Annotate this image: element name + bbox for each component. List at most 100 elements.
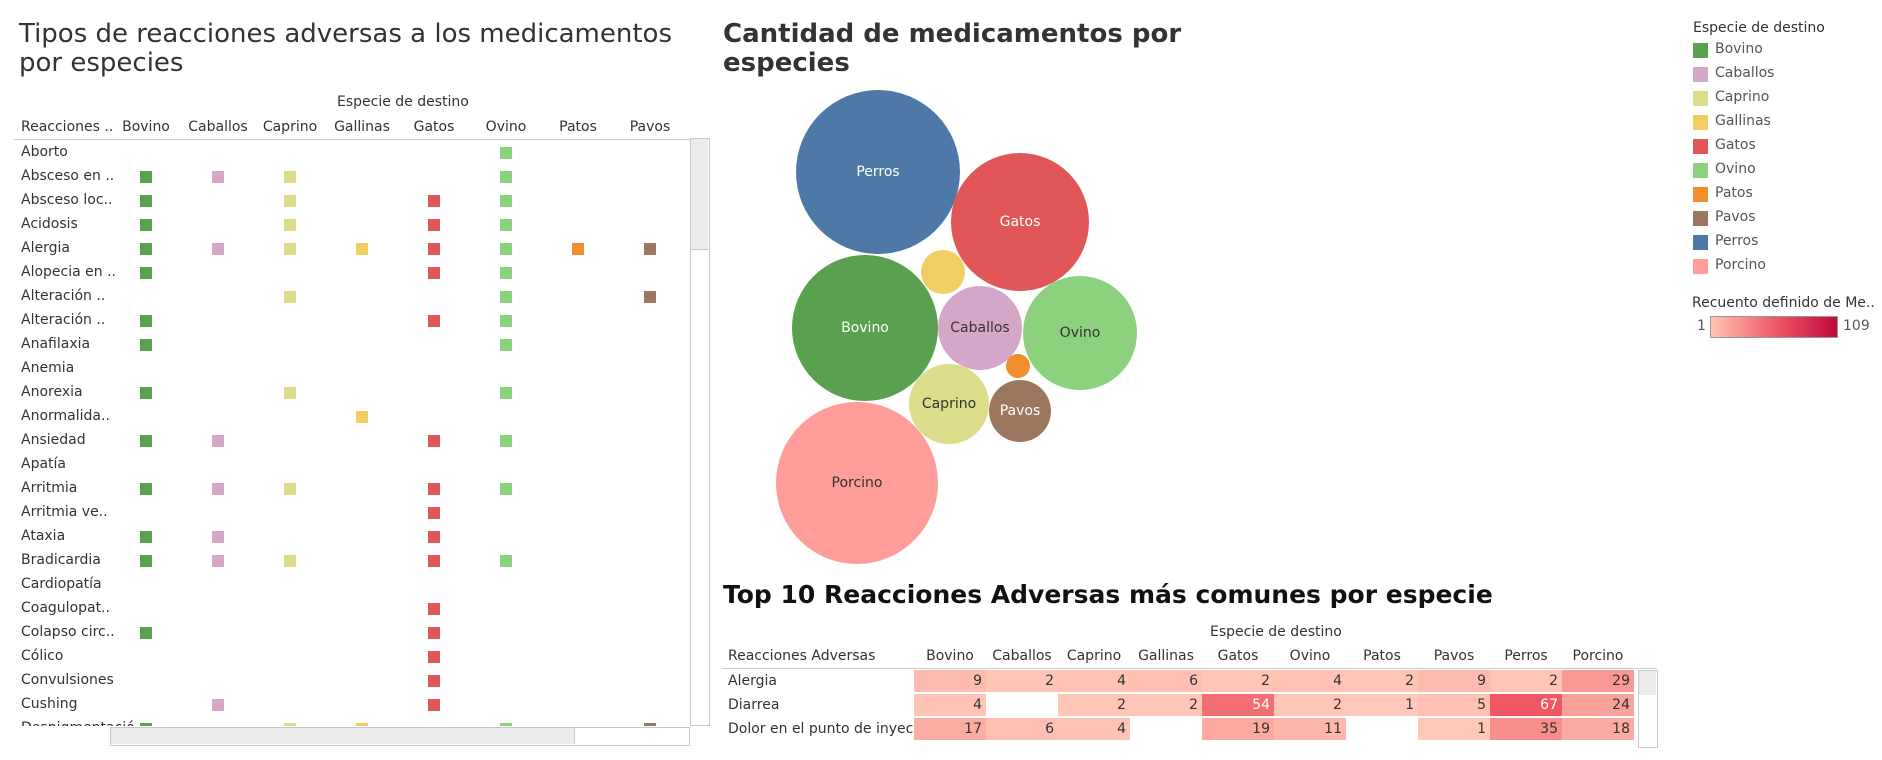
top10-vertical-scroll-thumb[interactable] bbox=[1639, 671, 1656, 695]
left-column-header[interactable]: Pavos bbox=[629, 119, 671, 135]
left-column-header[interactable]: Gallinas bbox=[334, 119, 390, 135]
bubble-ovino[interactable]: Ovino bbox=[1023, 276, 1137, 390]
bubble-porcino[interactable]: Porcino bbox=[776, 402, 938, 564]
top10-cell[interactable]: 9 bbox=[914, 670, 986, 692]
mark-ovino[interactable] bbox=[500, 387, 512, 399]
left-horizontal-scroll-thumb[interactable] bbox=[111, 728, 575, 744]
mark-gatos[interactable] bbox=[428, 243, 440, 255]
mark-bovino[interactable] bbox=[140, 435, 152, 447]
left-column-header[interactable]: Caprino bbox=[262, 119, 318, 135]
mark-caprino[interactable] bbox=[284, 483, 296, 495]
left-row-label[interactable]: Convulsiones bbox=[21, 672, 114, 688]
top10-cell[interactable] bbox=[986, 694, 1058, 716]
top10-cell[interactable]: 2 bbox=[1274, 694, 1346, 716]
top10-cell[interactable]: 17 bbox=[914, 718, 986, 740]
mark-gallinas[interactable] bbox=[356, 723, 368, 726]
top10-cell[interactable]: 19 bbox=[1202, 718, 1274, 740]
mark-ovino[interactable] bbox=[500, 195, 512, 207]
left-row-label[interactable]: Ansiedad bbox=[21, 432, 86, 448]
mark-ovino[interactable] bbox=[500, 171, 512, 183]
top10-row-label[interactable]: Diarrea bbox=[728, 697, 780, 713]
mark-ovino[interactable] bbox=[500, 723, 512, 726]
mark-gatos[interactable] bbox=[428, 627, 440, 639]
left-row-label[interactable]: Arritmia bbox=[21, 480, 78, 496]
left-grid[interactable]: Aborto Absceso en .. Absceso loc.. Acidosis… bbox=[14, 144, 690, 726]
bubble-caprino[interactable]: Caprino bbox=[909, 364, 989, 444]
left-row-label[interactable]: Anafilaxia bbox=[21, 336, 91, 352]
mark-ovino[interactable] bbox=[500, 243, 512, 255]
left-row-label[interactable]: Acidosis bbox=[21, 216, 78, 232]
mark-bovino[interactable] bbox=[140, 723, 152, 726]
mark-pavos[interactable] bbox=[644, 243, 656, 255]
mark-bovino[interactable] bbox=[140, 171, 152, 183]
mark-caprino[interactable] bbox=[284, 243, 296, 255]
left-column-header[interactable]: Bovino bbox=[122, 119, 170, 135]
top10-column-header[interactable]: Bovino bbox=[926, 648, 974, 664]
mark-gatos[interactable] bbox=[428, 603, 440, 615]
left-vertical-scroll-thumb[interactable] bbox=[691, 139, 708, 250]
top10-column-header[interactable]: Ovino bbox=[1289, 648, 1331, 664]
mark-gallinas[interactable] bbox=[356, 243, 368, 255]
mark-caprino[interactable] bbox=[284, 195, 296, 207]
mark-gatos[interactable] bbox=[428, 315, 440, 327]
top10-cell[interactable]: 54 bbox=[1202, 694, 1274, 716]
bubble-bovino[interactable]: Bovino bbox=[792, 255, 938, 401]
left-row-label[interactable]: Arritmia ve.. bbox=[21, 504, 108, 520]
top10-column-header[interactable]: Patos bbox=[1363, 648, 1401, 664]
mark-gatos[interactable] bbox=[428, 651, 440, 663]
left-row-label[interactable]: Coagulopat.. bbox=[21, 600, 110, 616]
left-row-label[interactable]: Alteración .. bbox=[21, 288, 106, 304]
mark-bovino[interactable] bbox=[140, 483, 152, 495]
mark-ovino[interactable] bbox=[500, 315, 512, 327]
mark-caprino[interactable] bbox=[284, 291, 296, 303]
left-row-label[interactable]: Alteración .. bbox=[21, 312, 106, 328]
left-row-header[interactable]: Reacciones .. bbox=[21, 119, 114, 135]
mark-ovino[interactable] bbox=[500, 435, 512, 447]
top10-cell[interactable]: 1 bbox=[1418, 718, 1490, 740]
mark-bovino[interactable] bbox=[140, 555, 152, 567]
mark-gatos[interactable] bbox=[428, 267, 440, 279]
left-row-label[interactable]: Anorexia bbox=[21, 384, 83, 400]
mark-gatos[interactable] bbox=[428, 507, 440, 519]
left-vertical-scrollbar[interactable] bbox=[690, 138, 710, 726]
top10-cell[interactable]: 2 bbox=[986, 670, 1058, 692]
left-row-label[interactable]: Aborto bbox=[21, 144, 68, 160]
mark-gatos[interactable] bbox=[428, 531, 440, 543]
top10-cell[interactable]: 24 bbox=[1562, 694, 1634, 716]
mark-caballos[interactable] bbox=[212, 435, 224, 447]
left-row-label[interactable]: Alopecia en .. bbox=[21, 264, 116, 280]
left-row-label[interactable]: Anormalida.. bbox=[21, 408, 110, 424]
mark-ovino[interactable] bbox=[500, 219, 512, 231]
top10-cell[interactable]: 2 bbox=[1346, 670, 1418, 692]
mark-caballos[interactable] bbox=[212, 555, 224, 567]
top10-cell[interactable]: 18 bbox=[1562, 718, 1634, 740]
top10-column-header[interactable]: Porcino bbox=[1572, 648, 1624, 664]
left-row-label[interactable]: Despigmentació.. bbox=[21, 720, 143, 726]
mark-bovino[interactable] bbox=[140, 339, 152, 351]
left-row-label[interactable]: Bradicardia bbox=[21, 552, 101, 568]
top10-cell[interactable]: 35 bbox=[1490, 718, 1562, 740]
mark-gallinas[interactable] bbox=[356, 411, 368, 423]
mark-bovino[interactable] bbox=[140, 195, 152, 207]
top10-column-header[interactable]: Caprino bbox=[1066, 648, 1122, 664]
mark-caballos[interactable] bbox=[212, 699, 224, 711]
mark-bovino[interactable] bbox=[140, 627, 152, 639]
mark-bovino[interactable] bbox=[140, 243, 152, 255]
left-row-label[interactable]: Alergia bbox=[21, 240, 70, 256]
mark-caprino[interactable] bbox=[284, 387, 296, 399]
mark-pavos[interactable] bbox=[644, 291, 656, 303]
mark-gatos[interactable] bbox=[428, 219, 440, 231]
top10-cell[interactable]: 2 bbox=[1130, 694, 1202, 716]
mark-bovino[interactable] bbox=[140, 531, 152, 543]
mark-caballos[interactable] bbox=[212, 483, 224, 495]
left-row-label[interactable]: Cólico bbox=[21, 648, 64, 664]
bubble-gallinas[interactable] bbox=[921, 250, 965, 294]
left-row-label[interactable]: Ataxia bbox=[21, 528, 66, 544]
mark-caballos[interactable] bbox=[212, 171, 224, 183]
top10-cell[interactable]: 2 bbox=[1202, 670, 1274, 692]
left-column-header[interactable]: Caballos bbox=[188, 119, 248, 135]
mark-bovino[interactable] bbox=[140, 315, 152, 327]
left-row-label[interactable]: Anemia bbox=[21, 360, 75, 376]
mark-caprino[interactable] bbox=[284, 219, 296, 231]
mark-bovino[interactable] bbox=[140, 219, 152, 231]
